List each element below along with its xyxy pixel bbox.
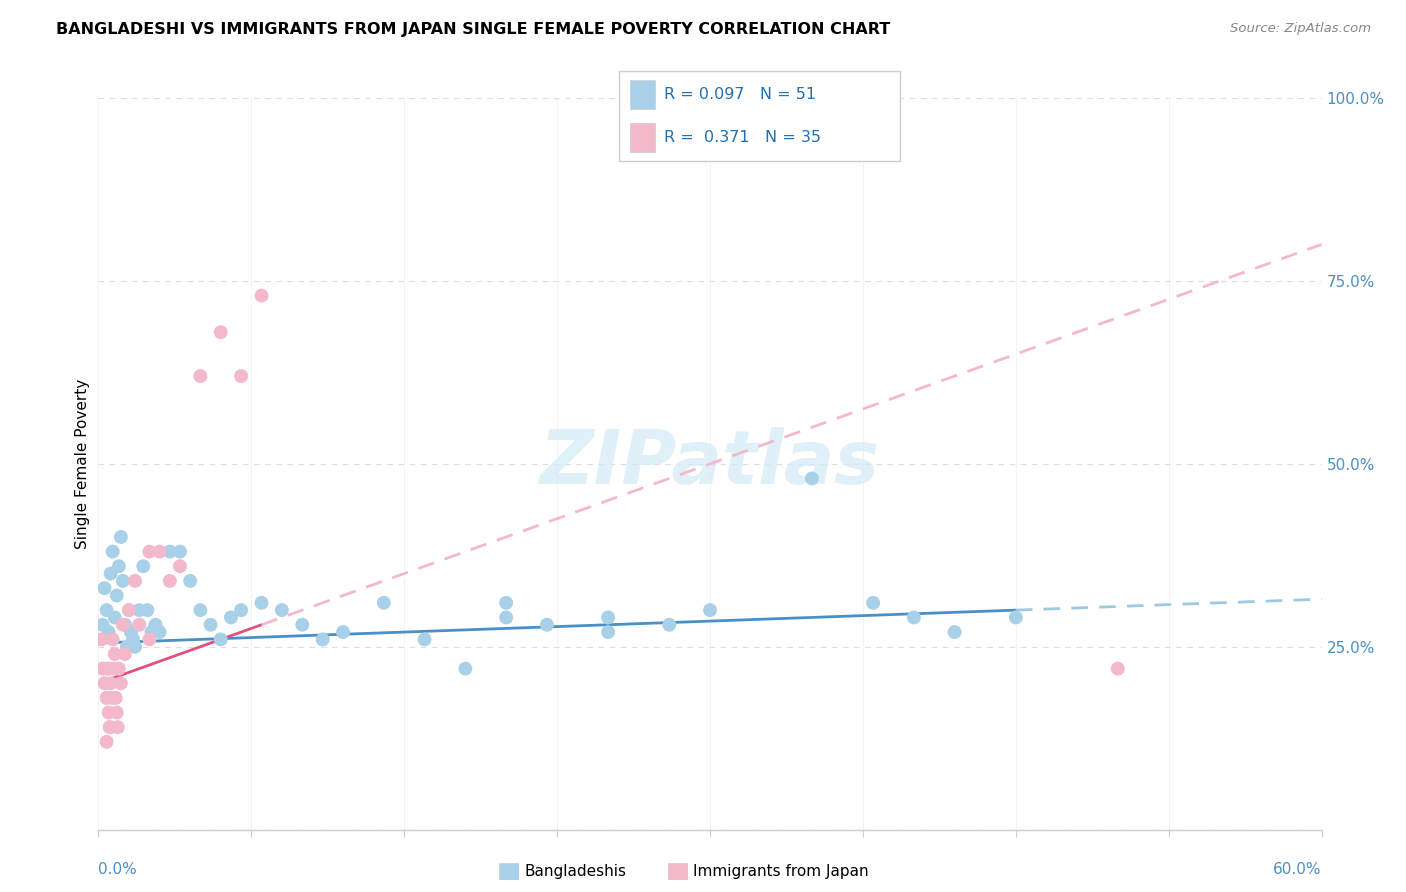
Point (136, 603, 159, 617)
Point (332, 625, 354, 640)
Point (495, 610, 517, 624)
Point (188, 369, 212, 384)
Point (145, 617, 167, 632)
Point (100, 720, 122, 734)
Y-axis label: Single Female Poverty: Single Female Poverty (75, 379, 90, 549)
Point (596, 625, 619, 640)
Point (122, 632, 145, 647)
Point (159, 544, 181, 558)
Point (373, 596, 395, 610)
Point (124, 574, 146, 588)
Point (169, 559, 191, 574)
Point (118, 603, 141, 617)
Point (96, 603, 118, 617)
Point (115, 640, 138, 654)
Point (231, 369, 253, 384)
Point (124, 640, 146, 654)
Point (943, 625, 966, 640)
Point (179, 574, 201, 588)
Point (536, 617, 558, 632)
Point (111, 574, 134, 588)
Point (104, 647, 127, 661)
Point (231, 603, 253, 617)
Point (149, 544, 172, 558)
Point (141, 625, 163, 640)
Point (250, 596, 273, 610)
Point (100, 690, 122, 705)
Text: R = 0.097   N = 51: R = 0.097 N = 51 (664, 87, 815, 102)
Point (169, 544, 191, 558)
Text: R =  0.371   N = 35: R = 0.371 N = 35 (664, 130, 821, 145)
Point (200, 617, 222, 632)
Bar (630, 123, 655, 152)
Point (658, 617, 681, 632)
Point (100, 566, 122, 581)
Text: Bangladeshis: Bangladeshis (524, 864, 627, 879)
Point (312, 632, 335, 647)
Point (291, 617, 314, 632)
Point (219, 610, 242, 624)
Point (250, 288, 273, 302)
Point (97, 625, 120, 640)
Point (862, 596, 884, 610)
Point (495, 596, 517, 610)
Point (114, 617, 136, 632)
Point (209, 325, 232, 339)
Text: ZIPatlas: ZIPatlas (540, 427, 880, 500)
Point (120, 625, 142, 640)
Point (91, 617, 114, 632)
Point (97, 662, 120, 676)
Bar (630, 80, 655, 109)
Point (149, 625, 172, 640)
Point (103, 662, 125, 676)
Point (93, 581, 115, 595)
Point (114, 647, 136, 661)
Point (1107, 662, 1129, 676)
Point (270, 603, 294, 617)
Point (96, 690, 118, 705)
Point (138, 544, 160, 558)
Point (104, 610, 127, 624)
Point (90, 632, 112, 647)
Point (132, 559, 155, 574)
Point (128, 617, 150, 632)
Point (105, 706, 128, 720)
Point (209, 632, 232, 647)
Point (93, 676, 115, 690)
Point (91, 662, 114, 676)
Point (107, 720, 129, 734)
Point (108, 662, 131, 676)
Point (801, 471, 824, 485)
Point (110, 676, 132, 690)
Text: BANGLADESHI VS IMMIGRANTS FROM JAPAN SINGLE FEMALE POVERTY CORRELATION CHART: BANGLADESHI VS IMMIGRANTS FROM JAPAN SIN… (56, 22, 890, 37)
Point (97, 706, 120, 720)
Text: 60.0%: 60.0% (1274, 863, 1322, 878)
Point (96, 735, 118, 749)
Point (111, 617, 134, 632)
Point (101, 544, 124, 558)
Point (454, 662, 477, 676)
Point (1004, 610, 1026, 624)
Text: Immigrants from Japan: Immigrants from Japan (693, 864, 869, 879)
Point (101, 632, 124, 647)
Point (104, 690, 127, 705)
Point (138, 632, 160, 647)
Point (413, 632, 436, 647)
Point (903, 610, 925, 624)
Point (188, 603, 212, 617)
Point (118, 603, 141, 617)
Point (110, 530, 132, 544)
Text: Source: ZipAtlas.com: Source: ZipAtlas.com (1230, 22, 1371, 36)
Text: 0.0%: 0.0% (98, 863, 138, 878)
Point (108, 559, 131, 574)
Point (97, 662, 120, 676)
Point (128, 603, 150, 617)
Point (596, 610, 619, 624)
Point (105, 589, 128, 603)
Point (100, 676, 122, 690)
Point (159, 574, 181, 588)
Point (699, 603, 721, 617)
Point (98, 720, 121, 734)
